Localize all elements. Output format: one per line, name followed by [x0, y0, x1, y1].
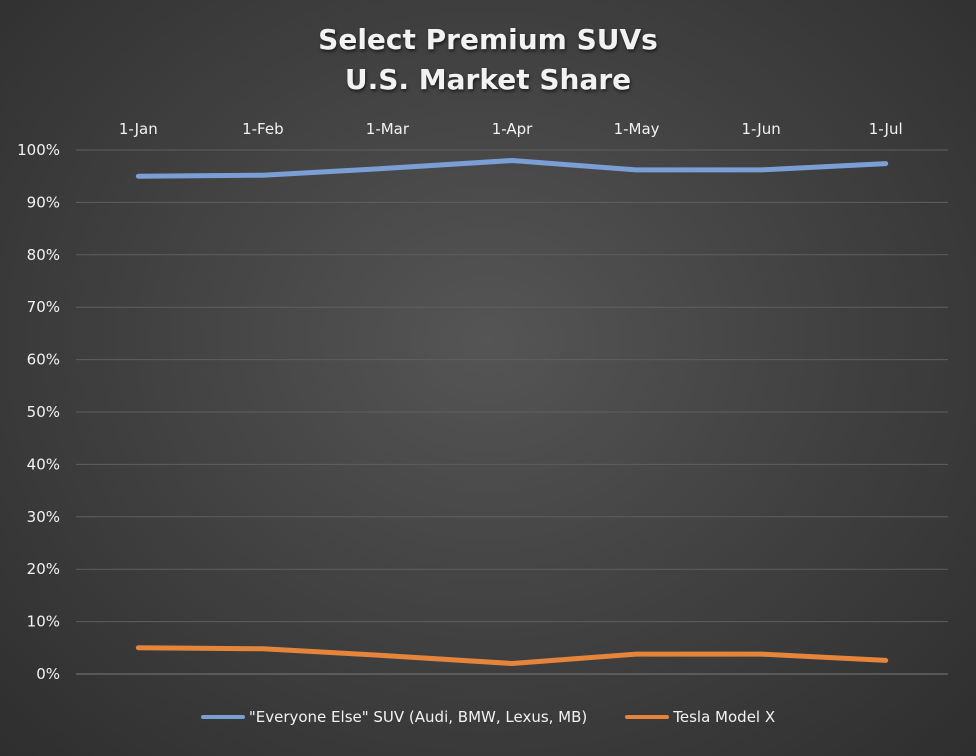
y-tick-label: 60%: [27, 351, 60, 369]
series-line-tesla: [135, 645, 889, 666]
y-tick-label: 30%: [27, 508, 60, 526]
chart-title: Select Premium SUVs U.S. Market Share: [0, 20, 976, 100]
y-tick-label: 100%: [17, 141, 60, 159]
y-tick-label: 90%: [27, 193, 60, 211]
legend-item-tesla: Tesla Model X: [625, 708, 775, 726]
x-tick-label: 1-Jul: [869, 120, 903, 138]
x-tick-label: 1-Apr: [492, 120, 533, 138]
chart-title-line-1: Select Premium SUVs: [318, 23, 658, 56]
x-tick-label: 1-Jun: [742, 120, 781, 138]
legend-item-everyone-else: "Everyone Else" SUV (Audi, BMW, Lexus, M…: [200, 708, 588, 726]
x-tick-label: 1-Feb: [242, 120, 284, 138]
y-tick-label: 70%: [27, 298, 60, 316]
x-tick-label: 1-May: [614, 120, 660, 138]
y-tick-label: 80%: [27, 246, 60, 264]
legend-label-tesla: Tesla Model X: [673, 708, 776, 726]
x-tick-label: 1-Mar: [366, 120, 410, 138]
series-line-everyone-else: [135, 158, 889, 179]
y-tick-label: 40%: [27, 455, 60, 473]
y-tick-label: 50%: [27, 403, 60, 421]
chart-legend: "Everyone Else" SUV (Audi, BMW, Lexus, M…: [0, 708, 976, 726]
y-tick-label: 20%: [27, 560, 60, 578]
chart-title-line-2: U.S. Market Share: [344, 63, 632, 96]
y-tick-label: 10%: [27, 613, 60, 631]
x-tick-label: 1-Jan: [119, 120, 158, 138]
legend-label-everyone-else: "Everyone Else" SUV (Audi, BMW, Lexus, M…: [248, 708, 588, 726]
legend-swatch-everyone-else: [200, 715, 245, 719]
legend-swatch-tesla: [625, 715, 670, 719]
y-tick-label: 0%: [36, 665, 60, 683]
